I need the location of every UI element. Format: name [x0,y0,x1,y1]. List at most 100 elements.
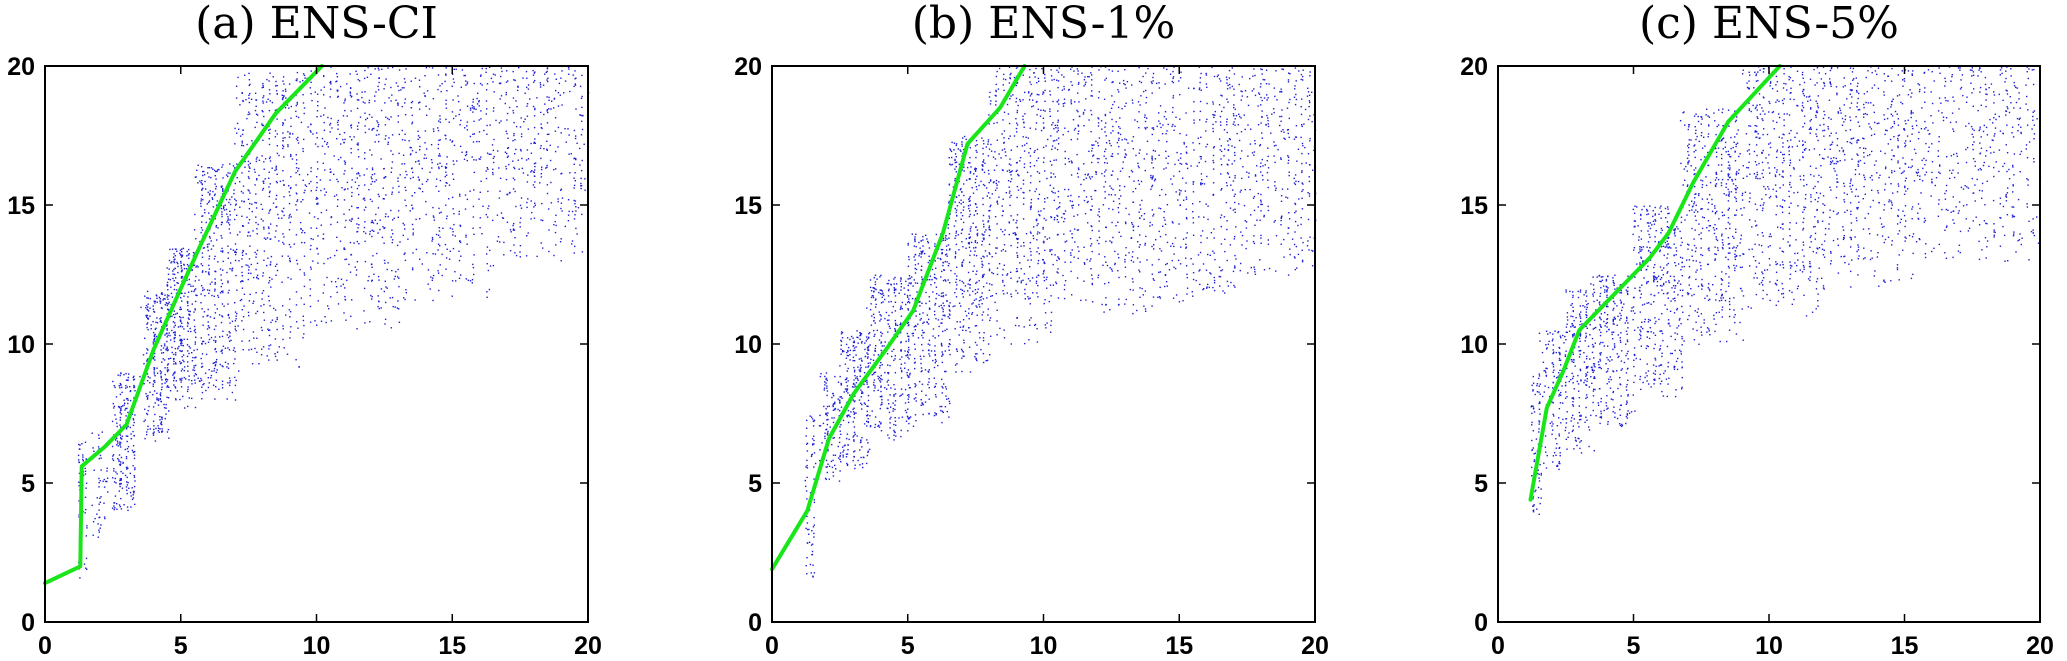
scatter-point [847,350,849,353]
scatter-point [1000,157,1002,159]
scatter-point [881,399,883,401]
scatter-point [812,443,814,445]
scatter-point [256,262,259,264]
scatter-point [346,115,348,117]
scatter-point [832,405,834,408]
scatter-point [1000,228,1002,231]
scatter-point [899,280,902,282]
scatter-point [994,94,996,97]
scatter-point [201,398,203,400]
scatter-point [976,359,978,362]
scatter-point [990,204,992,206]
scatter-point [147,317,149,319]
scatter-point [937,257,939,259]
scatter-point [548,133,550,135]
scatter-point [827,430,829,433]
scatter-point [336,90,339,92]
scatter-point [371,178,373,180]
scatter-point [574,214,576,216]
scatter-point [920,269,922,271]
scatter-point [269,264,271,266]
scatter-point [160,377,162,379]
scatter-point [486,253,488,255]
scatter-point [574,203,576,205]
scatter-point [935,383,937,385]
scatter-point [183,369,185,372]
scatter-point [813,536,815,538]
scatter-point [216,170,218,172]
scatter-point [276,269,279,272]
scatter-point [979,337,981,339]
scatter-point [390,171,392,173]
scatter-point [982,161,984,163]
scatter-point [175,352,177,354]
scatter-point [179,334,181,337]
scatter-point [981,244,983,246]
scatter-point [1014,324,1017,327]
scatter-point [325,191,327,193]
scatter-point [275,80,277,83]
scatter-point [837,457,840,459]
scatter-point [262,102,264,104]
scatter-point [160,345,163,347]
scatter-point [1022,279,1024,281]
scatter-point [526,105,528,107]
scatter-point [179,350,181,352]
scatter-point [907,384,910,386]
scatter-point [196,294,198,297]
scatter-point [894,358,896,360]
scatter-point [466,121,469,123]
scatter-point [246,143,248,146]
scatter-point [383,198,385,200]
scatter-point [855,377,857,379]
scatter-point [948,262,950,265]
scatter-point [948,217,951,219]
scatter-point [914,348,916,350]
scatter-point [855,412,857,414]
scatter-point [987,169,990,172]
scatter-point [835,468,837,470]
scatter-point [1015,118,1017,120]
scatter-point [873,371,875,374]
scatter-point [445,167,447,169]
scatter-point [442,227,444,229]
scatter-point [495,119,497,122]
scatter-point [179,252,181,255]
scatter-point [146,360,148,362]
scatter-point [263,259,265,261]
scatter-point [159,320,161,323]
scatter-point [915,325,917,328]
scatter-point [153,380,155,382]
scatter-point [276,351,279,353]
scatter-point [540,219,542,221]
scatter-point [459,241,462,244]
scatter-point [327,305,329,307]
scatter-point [1029,182,1032,184]
scatter-point [989,319,991,322]
scatter-point [934,362,936,364]
scatter-point [982,286,985,288]
scatter-point [411,100,414,103]
scatter-point [448,121,450,123]
scatter-point [560,238,562,240]
scatter-point [323,86,325,88]
scatter-point [356,107,359,110]
scatter-point [100,496,102,498]
scatter-point [210,215,212,217]
scatter-point [438,212,441,214]
scatter-point [846,415,848,417]
scatter-point [268,143,271,146]
scatter-point [812,444,814,446]
scatter-point [180,292,182,295]
scatter-point [78,472,81,475]
scatter-point [409,177,412,180]
scatter-point [93,469,95,471]
scatter-point [826,434,829,436]
scatter-point [934,282,936,284]
scatter-point [146,433,148,436]
scatter-point [960,199,962,201]
scatter-point [922,250,924,253]
scatter-point [921,402,924,405]
scatter-point [526,235,528,237]
scatter-point [988,228,990,231]
